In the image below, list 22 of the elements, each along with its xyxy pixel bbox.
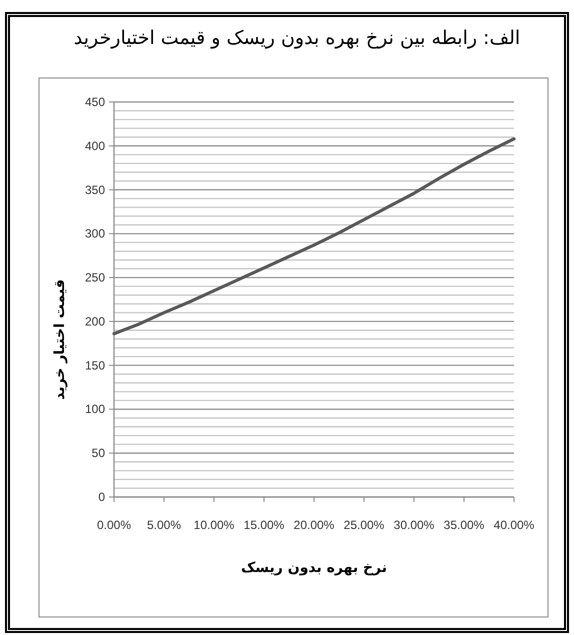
y-axis-title: قیمت اختیار خرید [52, 279, 68, 400]
chart-title: الف: رابطه بین نرخ بهره بدون ریسک و قیمت اختیارخرید [74, 27, 520, 49]
x-tick-label: 20.00% [294, 518, 335, 532]
y-tick-label: 450 [84, 95, 106, 109]
y-tick-label: 200 [84, 314, 106, 328]
y-tick-label: 300 [84, 226, 106, 241]
y-tick-label: 350 [84, 182, 106, 197]
y-tick-label: 150 [84, 358, 106, 372]
x-tick-label: 30.00% [394, 518, 435, 532]
x-tick-label: 15.00% [244, 518, 285, 532]
x-tick-label: 35.00% [444, 518, 485, 532]
x-tick-label: 10.00% [194, 518, 235, 532]
y-tick-label: 100 [84, 402, 106, 416]
y-tick-label: 0 [98, 490, 106, 504]
y-tick-label: 400 [84, 138, 106, 153]
y-tick-label: 250 [84, 270, 106, 285]
y-tick-label: 50 [92, 446, 106, 460]
x-axis-title: نرخ بهره بدون ریسک [240, 560, 388, 576]
x-tick-label: 25.00% [344, 518, 385, 532]
x-tick-label: 5.00% [146, 518, 182, 532]
x-tick-label: 0.00% [96, 518, 132, 532]
x-tick-label: 40.00% [494, 518, 535, 532]
